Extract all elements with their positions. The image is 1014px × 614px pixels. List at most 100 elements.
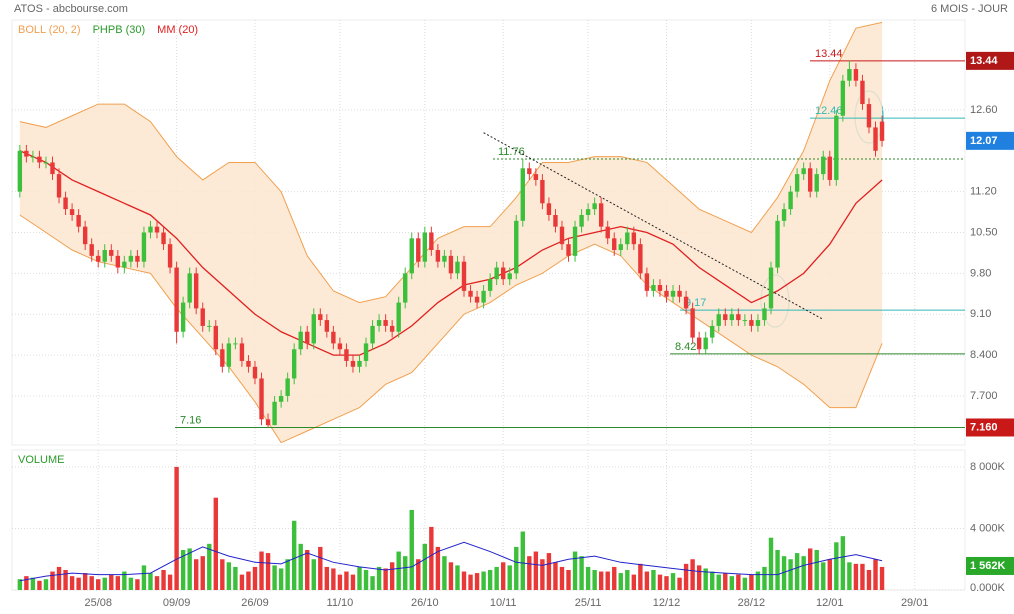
volume-bar	[109, 574, 114, 590]
volume-bar	[448, 562, 454, 590]
candle-body	[500, 267, 506, 280]
legend-entry: BOLL (20, 2)	[18, 24, 81, 36]
volume-bar	[265, 553, 271, 590]
value-marker-label: 1 562K	[970, 560, 1006, 572]
volume-bar	[514, 546, 519, 590]
volume-bar	[487, 570, 493, 590]
candle-body	[383, 320, 388, 326]
volume-bar	[442, 556, 447, 590]
candle-body	[664, 290, 669, 297]
x-tick-label: 25/08	[84, 597, 112, 609]
candle-body	[768, 267, 774, 309]
volume-bar	[716, 574, 721, 590]
volume-bar	[383, 568, 388, 590]
volume-average	[19, 541, 883, 582]
moving-average	[19, 150, 883, 356]
volume-bar	[592, 570, 597, 590]
volume-bar	[866, 570, 872, 590]
candle-body	[141, 232, 147, 262]
candle-body	[226, 343, 232, 367]
volume-bar	[612, 566, 617, 590]
volume-bar	[821, 562, 826, 590]
candle-body	[193, 273, 199, 309]
volume-bar	[847, 562, 852, 590]
y-tick-label: 8.400	[970, 349, 998, 361]
candle-body	[167, 244, 173, 268]
candle-body	[102, 250, 107, 262]
candle-body	[109, 250, 114, 256]
candle-body	[416, 238, 421, 262]
volume-bar	[468, 574, 473, 590]
volume-bar	[618, 573, 623, 590]
candle-body	[762, 308, 767, 321]
candle-body	[96, 255, 101, 262]
volume-bar	[834, 542, 839, 590]
candle-body	[442, 255, 447, 262]
candle-body	[873, 127, 878, 151]
level-label: 13.44	[815, 48, 843, 60]
candle-body	[527, 168, 532, 175]
candle-body	[638, 244, 643, 274]
candle-body	[598, 203, 604, 227]
volume-bar	[17, 579, 23, 590]
volume-bar	[794, 553, 800, 590]
volume-bar	[89, 576, 94, 590]
volume-tick-label: 4 000K	[970, 522, 1006, 534]
candle-body	[331, 331, 336, 344]
candle-body	[834, 115, 839, 180]
candle-body	[409, 238, 414, 274]
candle-body	[89, 244, 94, 256]
value-marker	[966, 418, 1014, 437]
volume-bar	[429, 526, 434, 590]
x-tick-label: 28/12	[738, 597, 766, 609]
candle-body	[710, 325, 715, 338]
volume-bar	[161, 570, 166, 590]
candle-body	[749, 320, 754, 326]
volume-bar	[461, 571, 467, 590]
candle-body	[618, 244, 623, 251]
y-tick-label: 9.10	[970, 308, 991, 320]
candle-body	[481, 290, 486, 303]
candle-body	[572, 226, 578, 256]
candle-body	[625, 232, 630, 245]
candle-body	[233, 343, 238, 345]
volume-bar	[559, 566, 565, 590]
candle-body	[729, 314, 735, 321]
volume-bar	[755, 571, 761, 590]
candle-body	[187, 273, 192, 303]
candle-body	[520, 168, 525, 221]
volume-bar	[363, 570, 369, 590]
candle-body	[657, 285, 663, 291]
candle-body	[559, 226, 565, 245]
volume-bar	[82, 573, 88, 590]
candle-body	[579, 214, 584, 227]
volume-bar	[331, 568, 336, 590]
volume-bar	[605, 571, 610, 590]
volume-bar	[272, 565, 277, 590]
candle-body	[376, 320, 382, 326]
volume-bar	[246, 571, 251, 590]
candle-body	[755, 320, 761, 326]
candle-body	[455, 261, 460, 274]
x-tick-label: 26/10	[411, 597, 439, 609]
volume-bar	[703, 568, 708, 590]
volume-bar	[500, 562, 506, 590]
volume-bar	[625, 570, 630, 590]
candle-body	[246, 360, 251, 367]
volume-bar	[285, 559, 290, 590]
volume-bar	[298, 543, 303, 590]
candle-body	[148, 226, 153, 233]
x-tick-label: 12/12	[653, 597, 681, 609]
volume-bar	[670, 573, 676, 590]
volume-bar	[370, 576, 375, 590]
candle-body	[605, 226, 610, 239]
candle-body	[546, 203, 552, 215]
volume-bar	[389, 562, 395, 590]
volume-bar	[579, 556, 584, 590]
candle-body	[716, 314, 721, 326]
candle-body	[794, 174, 800, 192]
value-marker	[966, 51, 1014, 70]
candle-body	[677, 290, 682, 297]
volume-bar	[873, 559, 878, 590]
x-tick-label: 11/10	[327, 597, 354, 609]
